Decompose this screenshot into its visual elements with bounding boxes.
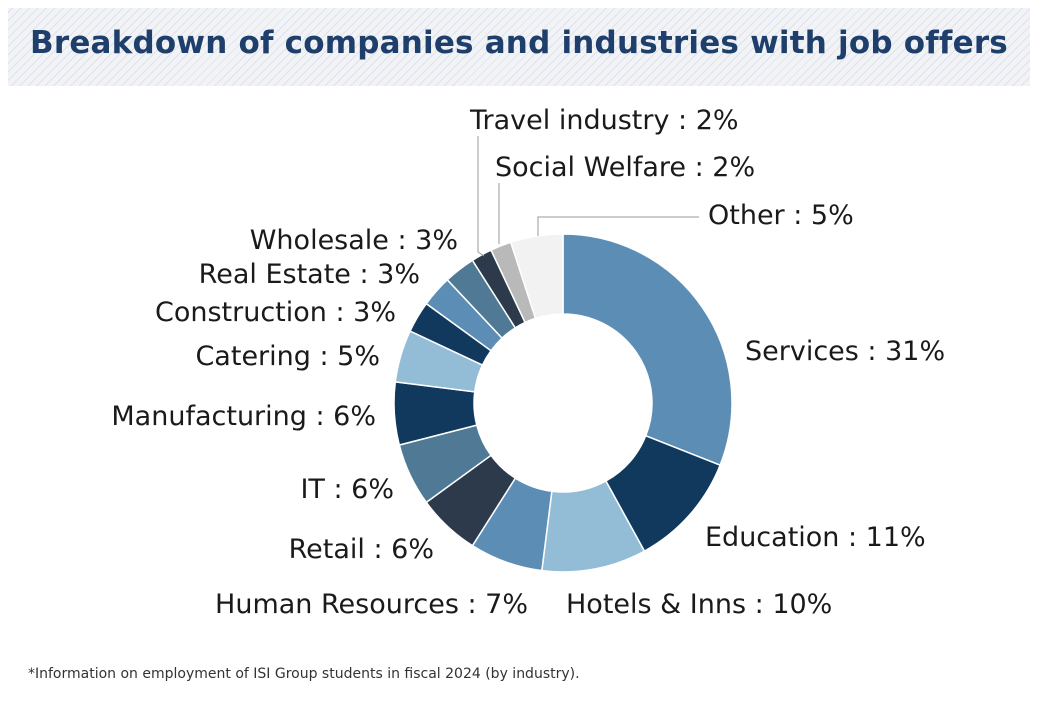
footnote: *Information on employment of ISI Group … (28, 666, 580, 682)
slice-label: Human Resources : 7% (215, 589, 528, 620)
slice-label: Construction : 3% (155, 297, 396, 328)
leader-line (477, 136, 485, 257)
slice-label: Real Estate : 3% (199, 259, 420, 290)
leader-lines (477, 136, 699, 257)
slice-services (562, 233, 733, 467)
slice-label: Catering : 5% (195, 341, 380, 372)
donut-slices (393, 233, 733, 573)
slice-label: IT : 6% (300, 474, 394, 505)
slice-label: Manufacturing : 6% (111, 401, 376, 432)
slice-label: Wholesale : 3% (250, 225, 458, 256)
page-title: Breakdown of companies and industries wi… (30, 25, 1008, 61)
leader-line (537, 216, 699, 236)
slice-label: Education : 11% (705, 522, 926, 553)
slice-label: Social Welfare : 2% (495, 152, 755, 183)
slice-label: Retail : 6% (289, 534, 434, 565)
slice-label: Services : 31% (745, 336, 945, 367)
slice-label: Travel industry : 2% (469, 105, 739, 136)
slice-labels: Services : 31% Education : 11% Hotels & In… (111, 105, 945, 620)
title-banner: Breakdown of companies and industries wi… (8, 8, 1030, 86)
slice-other (509, 233, 564, 320)
slice-label: Other : 5% (708, 200, 854, 231)
slice-label: Hotels & Inns : 10% (566, 589, 832, 620)
